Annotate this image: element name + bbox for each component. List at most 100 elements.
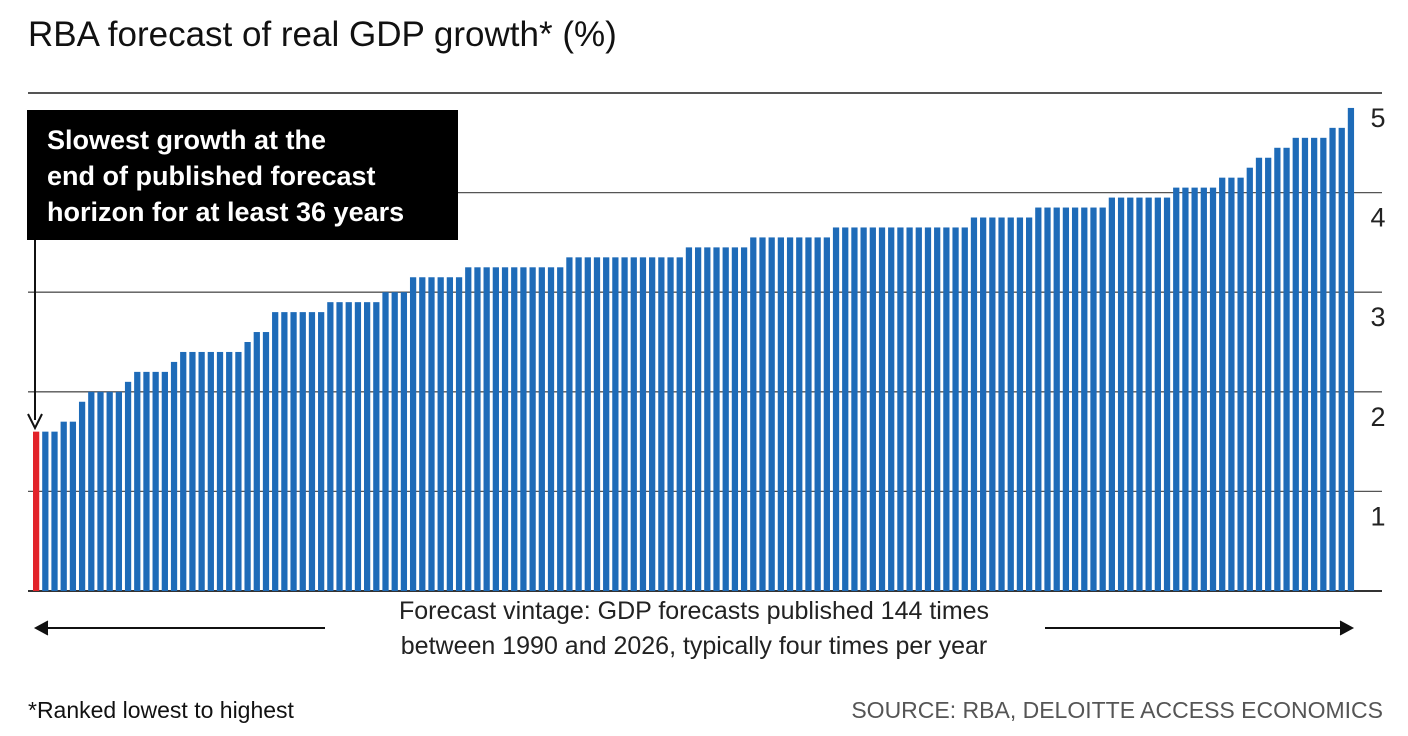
bar <box>483 267 490 591</box>
bar <box>1274 147 1281 591</box>
bar <box>253 332 260 591</box>
chart-title: RBA forecast of real GDP growth* (%) <box>28 15 617 54</box>
bar <box>170 361 178 591</box>
bar <box>842 227 849 591</box>
bar <box>1099 207 1106 592</box>
bar <box>327 302 334 591</box>
bar <box>823 237 830 592</box>
bar <box>1016 217 1024 591</box>
bar <box>603 257 610 591</box>
bar <box>915 227 922 591</box>
bar <box>1255 157 1263 592</box>
bar <box>428 277 435 591</box>
bar <box>980 217 987 591</box>
bar <box>1191 187 1198 591</box>
bar <box>1163 197 1171 591</box>
bar <box>538 267 545 591</box>
bar <box>1311 137 1318 591</box>
bar <box>364 302 371 591</box>
bar <box>244 342 251 591</box>
bar <box>989 217 996 591</box>
bar <box>1283 147 1290 591</box>
y-tick-label: 3 <box>1370 302 1385 332</box>
bar <box>1035 207 1042 592</box>
bar <box>630 257 637 591</box>
bar <box>354 302 362 591</box>
bar <box>658 257 665 591</box>
bar <box>501 267 509 591</box>
bar <box>1127 197 1134 591</box>
bar <box>1237 177 1244 591</box>
x-axis-label: Forecast vintage: GDP forecasts publishe… <box>33 597 1355 660</box>
bar <box>152 371 159 591</box>
bar <box>1209 187 1217 591</box>
bar <box>934 227 941 591</box>
bar <box>851 227 858 591</box>
bar <box>906 227 913 591</box>
bar <box>235 351 242 591</box>
bar <box>805 237 812 592</box>
bar <box>97 391 104 591</box>
bar <box>437 277 444 591</box>
bar <box>1301 137 1309 591</box>
bar <box>290 312 297 591</box>
bar <box>1071 207 1079 592</box>
bar <box>1320 137 1327 591</box>
bar <box>740 247 748 591</box>
annotation: Slowest growth at the end of published f… <box>27 110 458 431</box>
bar <box>1062 207 1070 592</box>
bar <box>575 257 582 591</box>
bar <box>685 247 693 591</box>
bar <box>51 431 58 591</box>
bar <box>529 267 536 591</box>
bar <box>373 302 380 591</box>
bar <box>409 277 417 591</box>
y-tick-label: 4 <box>1370 203 1385 233</box>
bar <box>1182 187 1189 591</box>
bar <box>262 332 270 591</box>
bar <box>750 237 757 592</box>
bar <box>768 237 775 592</box>
bar <box>566 257 573 591</box>
bar <box>639 257 647 591</box>
bar <box>1292 137 1299 591</box>
bar <box>272 312 279 591</box>
bar <box>345 302 352 591</box>
annotation-box <box>27 110 458 240</box>
bar <box>547 267 555 591</box>
bar <box>1246 167 1253 591</box>
bar <box>391 292 398 591</box>
bar <box>455 277 463 591</box>
bar <box>557 267 564 591</box>
bar <box>492 267 499 591</box>
bar <box>465 267 472 591</box>
bar <box>722 247 729 591</box>
y-tick-label: 5 <box>1370 103 1385 133</box>
bar <box>713 247 720 591</box>
bar <box>1026 217 1033 591</box>
bar <box>1117 197 1125 591</box>
bar <box>970 217 978 591</box>
bar <box>869 227 876 591</box>
bar <box>860 227 867 591</box>
bar <box>649 257 656 591</box>
bar <box>704 247 711 591</box>
y-axis-ticks: 1 2 3 4 5 <box>1370 103 1385 531</box>
bar <box>308 312 316 591</box>
bar <box>143 371 150 591</box>
bar <box>759 237 766 592</box>
source-note: SOURCE: RBA, DELOITTE ACCESS ECONOMICS <box>851 697 1383 723</box>
bar <box>124 381 132 591</box>
annotation-line: end of published forecast <box>47 161 376 191</box>
bar <box>1338 127 1345 592</box>
bar <box>731 247 739 591</box>
bar <box>318 312 325 591</box>
y-tick-label: 1 <box>1370 501 1385 531</box>
bar <box>676 257 683 591</box>
bar <box>400 292 408 591</box>
bar <box>1329 127 1336 592</box>
bar <box>1145 197 1152 591</box>
bar <box>419 277 426 591</box>
bar <box>888 227 895 591</box>
